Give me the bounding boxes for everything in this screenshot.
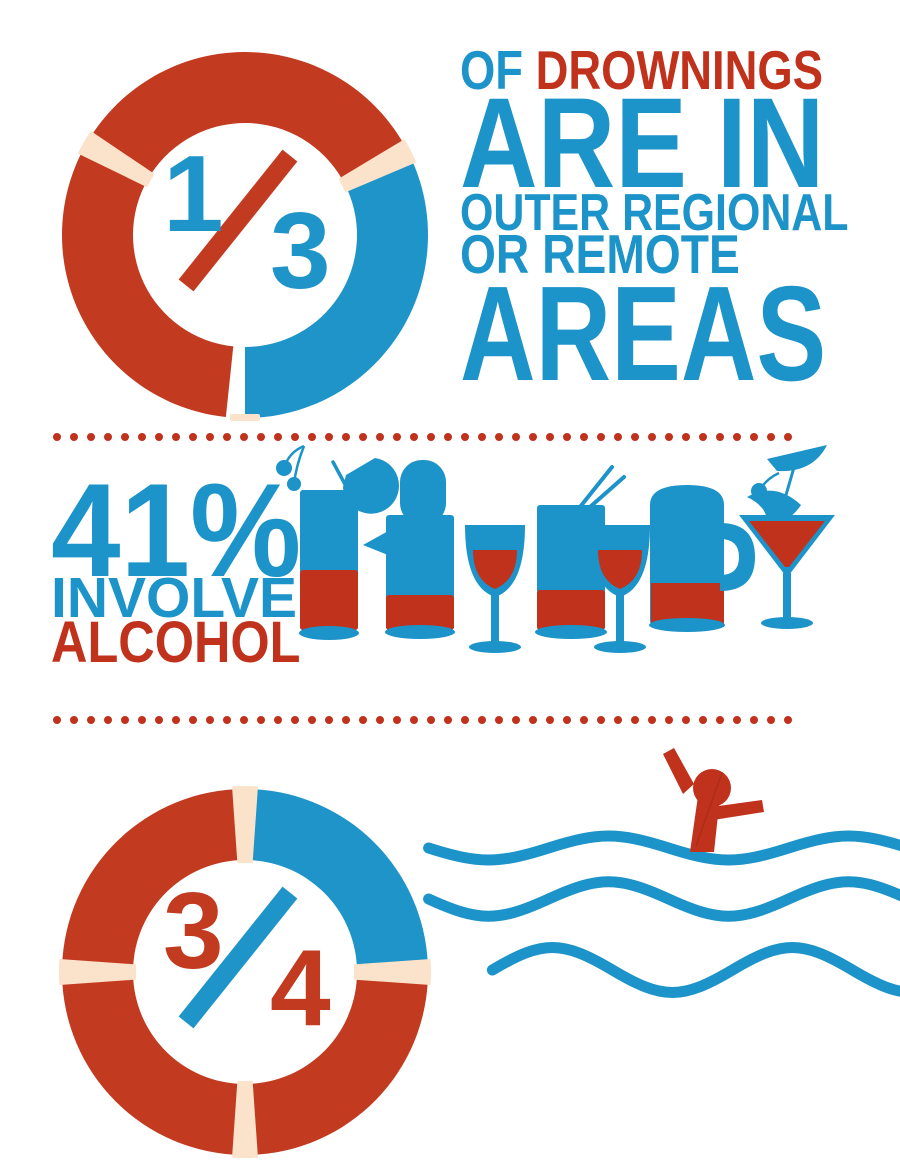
svg-text:3: 3 [270,190,331,312]
svg-text:4: 4 [270,927,331,1049]
svg-text:3: 3 [163,870,224,992]
svg-text:1: 1 [163,133,224,255]
